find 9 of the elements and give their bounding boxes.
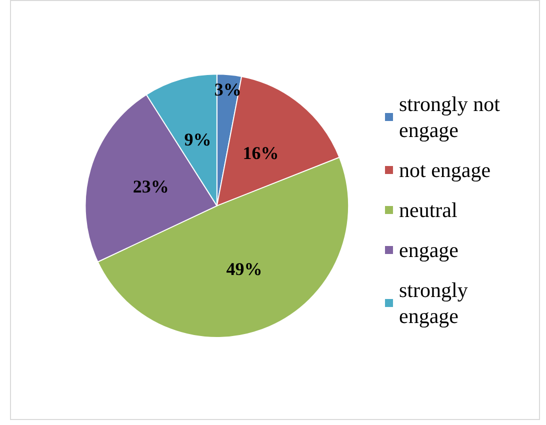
- data-label: 49%: [226, 258, 262, 279]
- legend-label: neutral: [399, 198, 458, 222]
- legend-label: not engage: [399, 158, 491, 182]
- legend-label: strongly engage: [399, 278, 474, 328]
- data-label: 16%: [242, 142, 279, 163]
- data-label: 9%: [184, 130, 212, 150]
- legend-label: engage: [399, 238, 458, 262]
- legend-label: strongly not engage: [399, 92, 506, 142]
- data-label: 23%: [132, 176, 169, 197]
